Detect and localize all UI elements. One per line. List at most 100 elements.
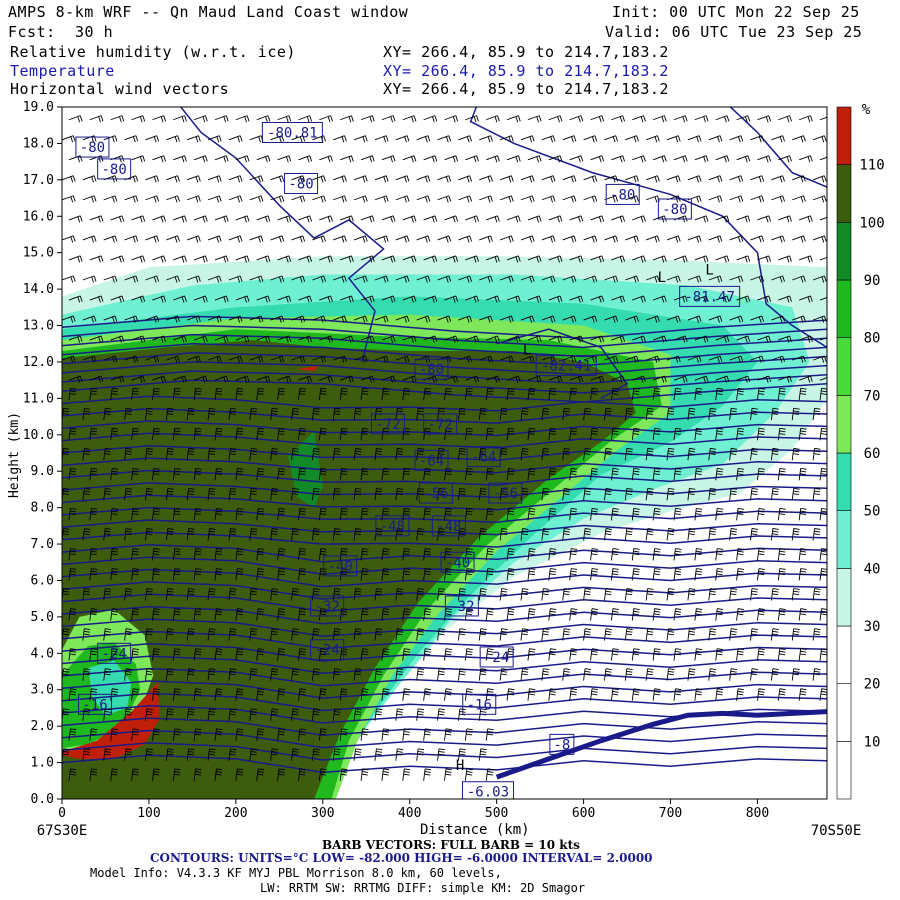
wind-barb — [311, 528, 320, 541]
wind-barb — [819, 608, 827, 621]
colorbar: 10 20 30 40 50 60 70 80 90 100 110 — [836, 106, 885, 800]
wind-barb — [298, 375, 313, 383]
contour-label: -8 — [549, 733, 575, 755]
wind-barb — [256, 215, 271, 223]
wind-barb — [520, 315, 535, 323]
wind-barb — [103, 195, 118, 203]
wind-barb — [729, 315, 744, 323]
wind-barb — [381, 608, 390, 621]
wind-barb — [207, 355, 222, 363]
wind-barb — [652, 115, 667, 123]
wind-barb — [736, 548, 745, 561]
wind-barb — [131, 688, 139, 701]
wind-barb — [360, 387, 369, 401]
contour-label: -56 — [418, 482, 453, 504]
wind-barb — [277, 508, 286, 521]
wind-barb — [423, 508, 432, 521]
wind-barb — [750, 528, 758, 541]
contour-label-text: -81.47 — [684, 289, 735, 305]
wind-barb — [291, 628, 299, 641]
wind-barb — [729, 355, 744, 363]
wind-barb — [778, 155, 792, 163]
wind-barb — [339, 467, 348, 481]
wind-barb — [812, 447, 821, 461]
wind-barb — [395, 447, 404, 461]
y-tick-label: 11.0 — [23, 391, 54, 406]
wind-barb — [708, 195, 723, 203]
wind-barb — [360, 467, 369, 481]
wind-barb — [165, 528, 174, 541]
wind-barb — [319, 295, 333, 303]
wind-barb — [277, 728, 286, 741]
wind-barb — [819, 548, 827, 561]
wind-barb — [812, 315, 827, 323]
wind-barb — [666, 355, 681, 363]
wind-barb — [569, 335, 584, 343]
wind-barb — [311, 487, 320, 501]
wind-barb — [478, 447, 487, 461]
wind-barb — [819, 427, 827, 441]
wind-barb — [646, 355, 660, 363]
wind-barb — [110, 387, 119, 401]
wind-barb — [89, 768, 98, 781]
wind-barb — [131, 427, 139, 441]
wind-barb — [151, 548, 160, 561]
wind-barb — [395, 588, 404, 601]
wind-barb — [583, 235, 598, 243]
wind-barb — [249, 708, 258, 721]
wind-barb — [110, 608, 119, 621]
wind-barb — [687, 175, 702, 183]
field-wind-xy: XY= 266.4, 85.9 to 214.7,183.2 — [383, 80, 669, 98]
contour-label: -80 — [75, 136, 110, 158]
wind-barb — [736, 115, 751, 123]
wind-barb — [124, 355, 139, 363]
wind-barb — [736, 688, 745, 701]
y-tick-label: 9.0 — [31, 464, 54, 479]
wind-barb — [610, 688, 619, 701]
contour-label-text: -24 — [102, 646, 127, 662]
wind-barb — [715, 375, 730, 383]
wind-barb — [186, 628, 195, 641]
wind-barb — [652, 648, 661, 661]
wind-barb — [332, 628, 341, 641]
wind-barb — [172, 548, 181, 561]
y-axis-label: Height (km) — [7, 412, 22, 498]
wind-barb — [812, 195, 827, 203]
wind-barb — [214, 608, 223, 621]
contour-label-text: -6.03 — [467, 785, 509, 801]
wind-barb — [68, 335, 83, 343]
contour-label: -48 — [431, 515, 466, 537]
contour-label-text: -8 — [553, 737, 570, 753]
wind-barb — [625, 175, 639, 183]
temperature-contour — [62, 333, 827, 358]
wind-barb — [666, 668, 675, 681]
wind-barb — [416, 235, 431, 243]
wind-barb — [444, 688, 452, 701]
wind-barb — [235, 255, 250, 263]
wind-barb — [228, 135, 243, 143]
wind-barb — [173, 375, 187, 383]
contour-label: -24 — [97, 642, 132, 664]
wind-barb — [604, 628, 612, 641]
wind-barb — [145, 708, 153, 721]
wind-barb — [757, 255, 772, 263]
wind-barb — [770, 588, 779, 601]
wind-barb — [124, 748, 133, 761]
wind-barb — [729, 275, 744, 283]
wind-barb — [437, 588, 445, 601]
wind-barb — [486, 295, 500, 303]
wind-barb — [103, 628, 112, 641]
wind-barb — [395, 235, 410, 243]
wind-barb — [611, 115, 626, 123]
contour-label: -80 — [97, 158, 132, 180]
wind-barb — [652, 608, 661, 621]
wind-barb — [673, 115, 688, 123]
wind-barb — [666, 407, 675, 421]
x-tick-label: 100 — [137, 806, 160, 821]
contour-label-text: -80 — [662, 202, 687, 218]
wind-barb — [173, 335, 187, 343]
wind-barb — [256, 548, 265, 561]
wind-barb — [464, 467, 473, 481]
wind-barb — [207, 528, 216, 541]
wind-barb — [479, 355, 493, 363]
